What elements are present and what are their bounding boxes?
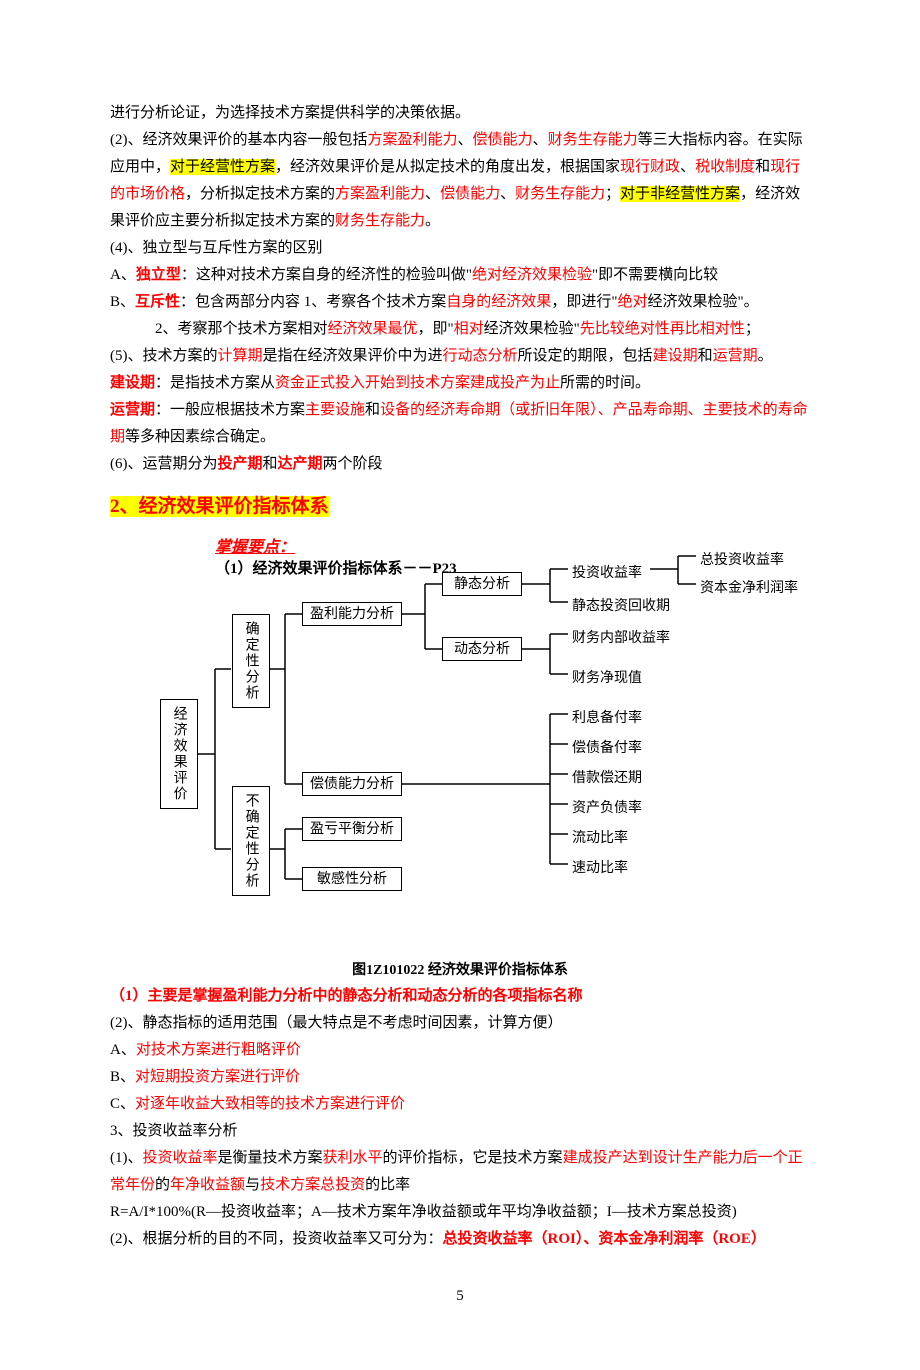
- dynamic-box: 动态分析: [442, 637, 522, 661]
- sensitivity-box: 敏感性分析: [302, 867, 402, 891]
- bottom-a: A、对技术方案进行粗略评价: [110, 1037, 810, 1064]
- bottom-3: 3、投资收益率分析: [110, 1118, 810, 1145]
- leaf-icr: 利息备付率: [572, 706, 642, 731]
- static-box: 静态分析: [442, 572, 522, 596]
- breakeven-box: 盈亏平衡分析: [302, 817, 402, 841]
- bottom-1: （1）主要是掌握盈利能力分析中的静态分析和动态分析的各项指标名称: [110, 983, 810, 1010]
- leaf-staticpb: 静态投资回收期: [572, 594, 670, 619]
- bottom-b: B、对短期投资方案进行评价: [110, 1064, 810, 1091]
- section-title: 2、经济效果评价指标体系: [110, 490, 810, 524]
- leaf-fnpv: 财务净现值: [572, 666, 642, 691]
- leaf-dscr: 偿债备付率: [572, 736, 642, 761]
- root-box: 经济效果评价: [160, 699, 198, 809]
- diagram-caption: 图1Z101022 经济效果评价指标体系: [110, 958, 810, 983]
- bottom-5: R=A/I*100%(R—投资收益率；A—技术方案年净收益额或年平均净收益额；I…: [110, 1199, 810, 1226]
- line-2: (2)、经济效果评价的基本内容一般包括方案盈利能力、偿债能力、财务生存能力等三大…: [110, 127, 810, 235]
- page-number: 5: [110, 1283, 810, 1310]
- debt-box: 偿债能力分析: [302, 772, 402, 796]
- line-6: (6)、运营期分为投产期和达产期两个阶段: [110, 451, 810, 478]
- line-4b2: 2、考察那个技术方案相对经济效果最优，即"相对经济效果检验"先比较绝对性再比相对…: [110, 316, 810, 343]
- leaf-roe: 资本金净利润率: [700, 576, 798, 601]
- line-1: 进行分析论证，为选择技术方案提供科学的决策依据。: [110, 100, 810, 127]
- line-5c: 运营期：一般应根据技术方案主要设施和设备的经济寿命期（或折旧年限）、产品寿命期、…: [110, 397, 810, 451]
- leaf-roi: 总投资收益率: [700, 548, 784, 573]
- line-4: (4)、独立型与互斥性方案的区别: [110, 235, 810, 262]
- leaf-alr: 资产负债率: [572, 796, 642, 821]
- leaf-current: 流动比率: [572, 826, 628, 851]
- line-5: (5)、技术方案的计算期是指在经济效果评价中为进行动态分析所设定的期限，包括建设…: [110, 343, 810, 370]
- leaf-firr: 财务内部收益率: [572, 626, 670, 651]
- leaf-quick: 速动比率: [572, 856, 628, 881]
- nondeterm-box: 不确定性分析: [232, 786, 270, 896]
- bottom-c: C、对逐年收益大致相等的技术方案进行评价: [110, 1091, 810, 1118]
- bottom-4: (1)、投资收益率是衡量技术方案获利水平的评价指标，它是技术方案建成投产达到设计…: [110, 1145, 810, 1199]
- deterministic-box: 确定性分析: [232, 614, 270, 708]
- tree-diagram: 掌握要点： （1）经济效果评价指标体系－－P23: [160, 534, 860, 954]
- leaf-invret: 投资收益率: [572, 561, 642, 586]
- line-4b: B、互斥性：包含两部分内容 1、考察各个技术方案自身的经济效果，即进行"绝对经济…: [110, 289, 810, 316]
- bottom-6: (2)、根据分析的目的不同，投资收益率又可分为：总投资收益率（ROI）、资本金净…: [110, 1226, 810, 1253]
- line-4a: A、独立型：这种对技术方案自身的经济性的检验叫做"绝对经济效果检验"即不需要横向…: [110, 262, 810, 289]
- bottom-2: (2)、静态指标的适用范围（最大特点是不考虑时间因素，计算方便）: [110, 1010, 810, 1037]
- profit-box: 盈利能力分析: [302, 602, 402, 626]
- line-5b: 建设期：是指技术方案从资金正式投入开始到技术方案建成投产为止所需的时间。: [110, 370, 810, 397]
- leaf-loanrepay: 借款偿还期: [572, 766, 642, 791]
